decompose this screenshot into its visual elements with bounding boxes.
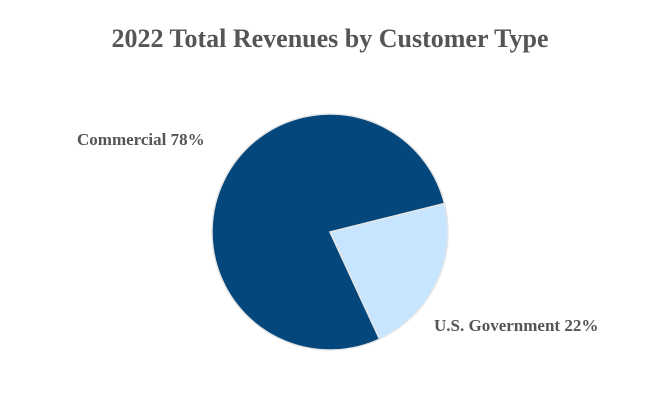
pie-slice-commercial [211,113,446,351]
slice-label-commercial: Commercial 78% [77,130,205,149]
pie-slice-u-s-government [328,202,449,341]
chart-title: 2022 Total Revenues by Customer Type [111,24,549,53]
slice-label-us-government: U.S. Government 22% [434,316,598,335]
pie-slices [211,113,449,351]
